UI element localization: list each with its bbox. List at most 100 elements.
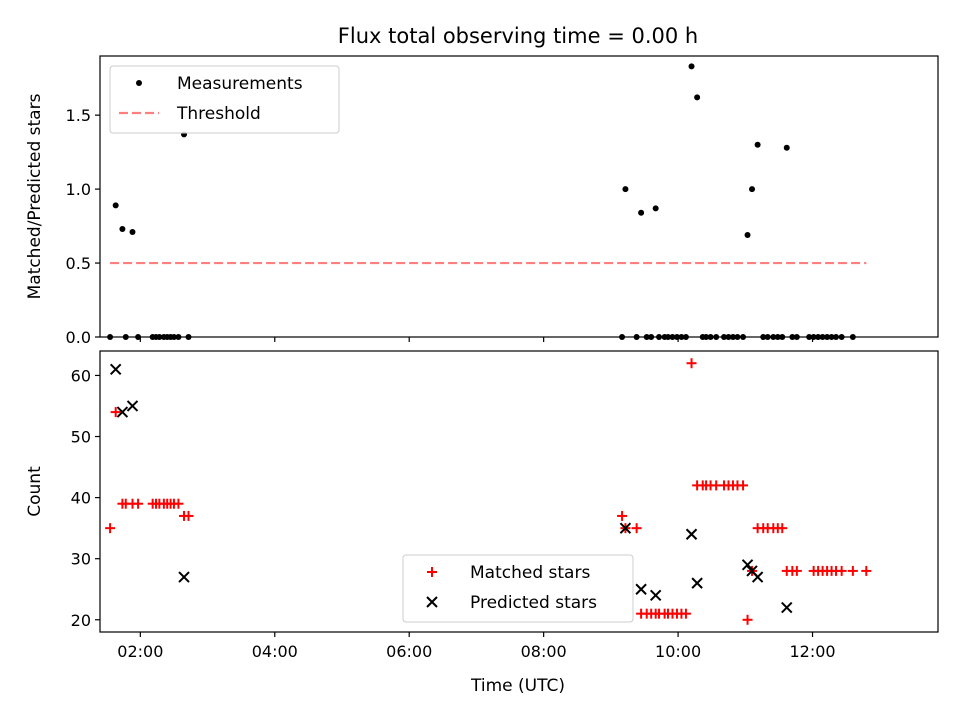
data-point [686, 358, 697, 369]
x-tick-label: 02:00 [117, 642, 163, 661]
legend-label: Measurements [177, 74, 303, 94]
legend-swatch [427, 567, 437, 577]
data-point [126, 400, 139, 412]
data-point [713, 334, 720, 340]
top-plot-area [107, 63, 867, 340]
data-point [173, 498, 184, 509]
data-point [619, 522, 632, 534]
y-tick-label: 0.5 [66, 254, 91, 273]
data-point [688, 63, 695, 70]
data-point [617, 510, 628, 521]
data-point [791, 565, 802, 576]
legend-box [109, 65, 340, 134]
x-tick-label: 06:00 [386, 642, 432, 661]
data-point [779, 334, 786, 340]
data-point [685, 528, 698, 540]
data-point [742, 614, 753, 625]
bottom-panel: 20 30 40 50 60 02:00 04:00 06:00 08:00 10:00 12:00… [25, 350, 939, 661]
data-point [806, 334, 813, 340]
data-point [105, 523, 116, 534]
top-axes-frame [99, 55, 939, 338]
data-point [116, 406, 129, 418]
bottom-legend: Matched stars Predicted stars [402, 554, 634, 623]
x-tick-label: 04:00 [252, 642, 298, 661]
data-point [680, 608, 691, 619]
data-point [861, 565, 872, 576]
data-point [774, 334, 781, 340]
data-point [649, 589, 662, 602]
data-point [770, 334, 777, 340]
data-point [183, 510, 194, 521]
y-tick-label: 0.0 [66, 328, 91, 347]
data-point [725, 334, 732, 340]
top-panel: 0.0 0.5 1.0 1.5 Matched/Predicted stars Measu… [25, 55, 939, 347]
y-tick-label: 40 [71, 489, 91, 508]
data-point [136, 80, 142, 86]
data-point [665, 334, 672, 340]
data-point [185, 334, 192, 340]
y-tick-label: 1.0 [66, 180, 91, 199]
data-point [824, 334, 831, 340]
data-point [156, 334, 163, 340]
data-point [678, 334, 685, 340]
data-point [175, 334, 182, 340]
data-point [734, 334, 741, 340]
data-point [694, 94, 701, 101]
legend-label: Matched stars [470, 563, 590, 583]
data-point [760, 334, 767, 340]
data-point [729, 334, 736, 340]
data-point [707, 334, 714, 340]
y-axis-label: Matched/Predicted stars [25, 93, 45, 299]
data-point [673, 334, 680, 340]
y-tick-label: 60 [71, 366, 91, 385]
data-point [638, 209, 645, 216]
data-point [751, 571, 764, 583]
data-point [119, 226, 126, 233]
data-point [133, 498, 144, 509]
legend-swatch [426, 596, 438, 608]
y-axis-label: Count [25, 466, 45, 517]
x-tick-label: 08:00 [521, 642, 567, 661]
data-point [764, 334, 771, 340]
data-point [648, 334, 655, 340]
data-point [656, 334, 663, 340]
data-point [849, 334, 856, 340]
data-point [738, 480, 749, 491]
data-point [122, 334, 129, 340]
y-tick-label: 50 [71, 428, 91, 447]
legend-box [402, 554, 634, 623]
data-point [741, 559, 754, 571]
legend-item: Matched stars [427, 563, 590, 583]
chart-title: Flux total observing time = 0.00 h [338, 24, 698, 48]
bottom-axes-frame [99, 350, 939, 633]
data-point [170, 334, 177, 340]
data-point [777, 523, 788, 534]
data-point [129, 228, 136, 235]
data-point [744, 231, 751, 238]
data-point [110, 407, 121, 418]
data-point [793, 334, 800, 340]
data-point [178, 571, 190, 583]
data-point [749, 186, 756, 193]
data-point [721, 334, 728, 340]
data-point [691, 577, 703, 589]
data-point [635, 583, 647, 595]
legend-item: Threshold [119, 104, 261, 124]
data-point [643, 334, 650, 340]
legend-swatch [136, 80, 142, 86]
data-point [112, 202, 119, 209]
data-point [833, 334, 840, 340]
legend-label: Threshold [176, 104, 261, 124]
data-point [427, 567, 437, 577]
data-point [619, 334, 626, 340]
data-point [633, 334, 640, 340]
data-point [783, 144, 790, 151]
data-point [781, 601, 793, 614]
y-tick-label: 20 [71, 611, 91, 630]
legend-item: Predicted stars [426, 593, 597, 613]
data-point [107, 334, 114, 340]
data-point [828, 334, 835, 340]
data-point [838, 334, 845, 340]
data-point [789, 334, 796, 340]
